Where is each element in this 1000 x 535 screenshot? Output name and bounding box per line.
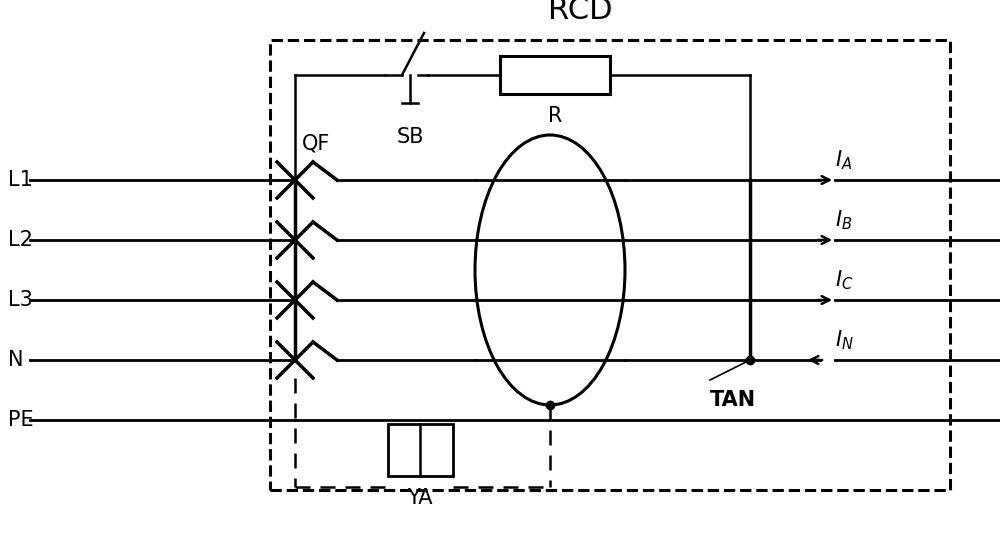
Text: N: N [8, 350, 24, 370]
Bar [388, 424, 452, 476]
Text: R: R [548, 106, 562, 126]
Text: $I_A$: $I_A$ [835, 148, 852, 172]
Text: TAN: TAN [710, 390, 756, 410]
Bar [500, 56, 610, 94]
Ellipse shape [475, 135, 625, 405]
Text: RCD: RCD [548, 0, 612, 25]
Text: $I_B$: $I_B$ [835, 209, 852, 232]
Text: QF: QF [302, 133, 330, 153]
Text: SB: SB [396, 127, 424, 147]
Text: L2: L2 [8, 230, 33, 250]
Text: $I_N$: $I_N$ [835, 328, 854, 352]
Text: $I_C$: $I_C$ [835, 269, 853, 292]
Text: PE: PE [8, 410, 34, 430]
Text: L3: L3 [8, 290, 33, 310]
Bar [270, 40, 950, 490]
Text: L1: L1 [8, 170, 33, 190]
Text: YA: YA [407, 488, 433, 508]
